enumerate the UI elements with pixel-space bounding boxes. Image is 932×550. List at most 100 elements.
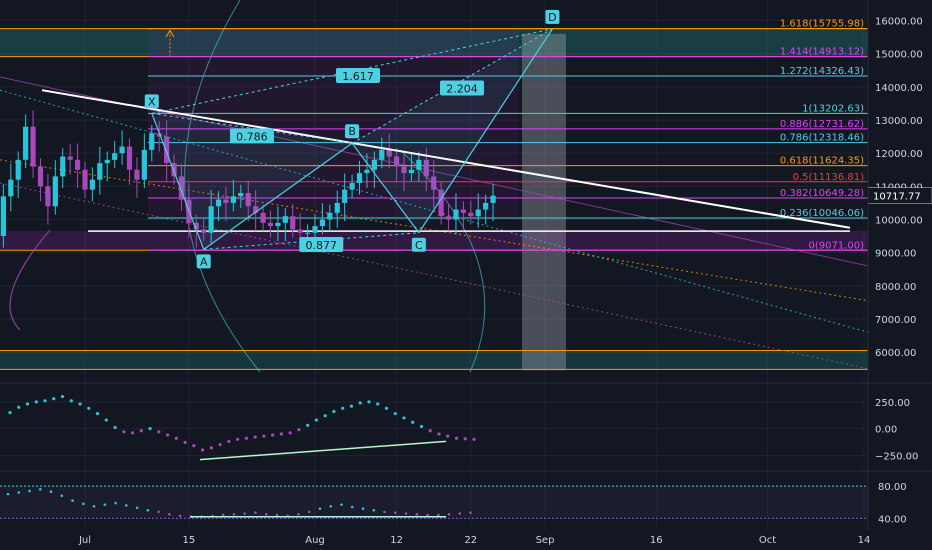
pattern-ratio-box (229, 128, 274, 144)
osc2-point (329, 504, 333, 508)
osc2-point (17, 491, 21, 494)
osc2-point (426, 513, 429, 517)
pattern-point-label: C (415, 239, 423, 252)
osc1-point (262, 434, 266, 438)
osc1-point (279, 432, 283, 436)
osc1-point (104, 418, 108, 422)
candle-body (208, 206, 214, 233)
candle-body (431, 176, 437, 190)
pattern-point-label: D (548, 11, 556, 24)
time-tick-label: Aug (305, 535, 325, 546)
candle-body (267, 222, 274, 227)
price-axis[interactable]: 16000.00 15000.00 14000.00 13000.00 12000.00… (867, 17, 932, 360)
price-tick-label: 12000.00 (875, 149, 923, 160)
osc2-point (103, 503, 107, 506)
price-tick-label: 16000.00 (875, 17, 923, 28)
candle-body (164, 136, 170, 164)
osc1-point (393, 412, 397, 416)
osc1-point (95, 412, 100, 416)
candle-body (275, 222, 281, 227)
osc2-tick-label: 80.00 (878, 482, 907, 493)
candle-body (438, 189, 444, 217)
pattern-point-label: X (148, 95, 156, 108)
candle-body (149, 133, 155, 150)
osc1-point (428, 429, 432, 433)
candle-body (282, 216, 288, 223)
candle-body (408, 169, 415, 174)
time-axis[interactable]: Jul 15 Aug 12 22 Sep 16 Oct 14 (0, 530, 932, 550)
candle-body (134, 169, 140, 180)
prz-zone-lower (0, 350, 868, 370)
candle-body (371, 159, 377, 170)
fib-arc (184, 0, 261, 373)
candle-body (253, 206, 259, 213)
oscillator-pane-2[interactable]: 80.00 40.00 (0, 482, 907, 525)
candle-body (23, 126, 29, 160)
pattern-point-box (196, 254, 211, 269)
candle-body (215, 199, 222, 207)
pattern-ratio-box (299, 237, 344, 253)
osc1-point (314, 418, 319, 422)
osc2-point (318, 507, 322, 510)
osc2-point (350, 505, 354, 509)
pattern-ratio-label: 0.786 (236, 130, 268, 143)
osc1-divergence-line (199, 440, 447, 461)
candle-body (475, 209, 481, 217)
candle-body (319, 219, 326, 227)
osc1-point (25, 402, 30, 406)
pattern-triangle (151, 113, 353, 250)
candle-body (74, 159, 81, 170)
osc2-point (372, 508, 376, 512)
time-tick-label: 22 (464, 535, 477, 546)
candle-body (334, 202, 340, 213)
candle-body (342, 189, 348, 203)
osc2-point (178, 514, 182, 518)
osc1-point (454, 436, 459, 440)
candle-body (126, 146, 133, 170)
candle-body (379, 149, 385, 160)
candle-body (193, 222, 199, 230)
price-tick-label: 15000.00 (875, 50, 923, 61)
fib-level-label: 0.5(11136.81) (793, 172, 865, 183)
target-arrow-head (165, 29, 175, 38)
osc2-point (415, 512, 419, 516)
fib-level-label: 0(9071.00) (808, 240, 864, 251)
oscillator-pane-1[interactable]: 250.00 0.00 −250.00 (0, 394, 918, 462)
osc2-point (275, 513, 279, 517)
osc2-point (6, 492, 10, 496)
support-zone (0, 231, 868, 251)
candle-body (60, 156, 66, 177)
price-tick-label: 13000.00 (875, 116, 923, 127)
candle-body (401, 166, 407, 174)
last-price-label: 10717.77 (873, 192, 921, 203)
candle-body (230, 196, 236, 203)
candle-body (386, 149, 392, 157)
osc2-point (340, 503, 343, 506)
candle-body (290, 216, 296, 230)
pattern-leg-xa (151, 113, 205, 250)
osc2-point (243, 512, 246, 515)
osc1-point (341, 406, 345, 410)
price-tick-label: 9000.00 (875, 249, 916, 260)
candle-body (156, 133, 162, 137)
pattern-ratio-line (151, 112, 353, 144)
osc1-point (69, 399, 73, 403)
osc2-point (38, 488, 42, 491)
candle-body (312, 226, 318, 233)
candle-body (37, 166, 44, 187)
fib-level-label: 0.382(10649.28) (780, 188, 864, 199)
candle-body (15, 159, 21, 180)
osc1-point (34, 400, 38, 404)
osc2-point (114, 501, 117, 505)
pattern-ratio-box (440, 80, 484, 96)
pattern-ratio-label: 2.204 (446, 83, 478, 96)
candle-body (238, 192, 244, 197)
candle-body (327, 212, 333, 220)
pattern-ratio-label: 0.877 (306, 239, 338, 252)
candle-body (356, 173, 363, 184)
osc1-point (297, 428, 301, 432)
fib-level-label: 0.618(11624.35) (780, 156, 864, 167)
osc2-point (361, 507, 365, 510)
time-tick-label: Oct (759, 535, 776, 546)
